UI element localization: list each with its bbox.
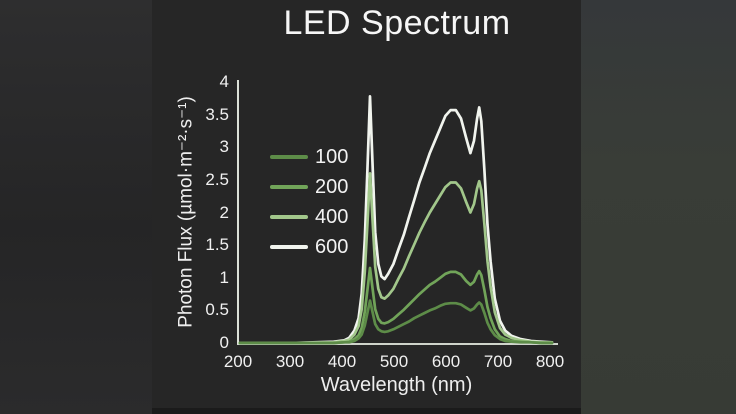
chart-title: LED Spectrum xyxy=(283,4,511,42)
background-left-band xyxy=(0,0,152,414)
x-tick-label: 400 xyxy=(327,352,357,371)
x-tick-label: 800 xyxy=(535,352,565,371)
y-axis-label: Photon Flux (µmol·m⁻²·s⁻¹) xyxy=(175,96,197,328)
y-tick-label: 0.5 xyxy=(205,300,229,320)
spectrum-curves xyxy=(238,95,554,345)
x-tick-label: 500 xyxy=(379,352,409,371)
y-tick-label: 1 xyxy=(219,267,229,287)
legend-item-400: 400 xyxy=(270,202,348,232)
legend-item-600: 600 xyxy=(270,232,348,262)
legend-label-400: 400 xyxy=(315,206,349,228)
y-tick-label: 1.5 xyxy=(205,235,229,255)
background-right-band xyxy=(581,0,736,414)
legend-item-100: 100 xyxy=(270,142,348,172)
series-curve-600 xyxy=(238,95,554,345)
x-tick-label: 700 xyxy=(483,352,513,371)
y-tick-label: 2 xyxy=(219,202,229,222)
x-tick-label: 600 xyxy=(431,352,461,371)
legend-swatch-100 xyxy=(270,155,308,159)
legend-swatch-200 xyxy=(270,185,308,189)
y-tick-label: 3 xyxy=(219,137,229,157)
led-spectrum-chart: LED Spectrum Photon Flux (µmol·m⁻²·s⁻¹) … xyxy=(152,0,581,414)
legend-label-200: 200 xyxy=(315,176,349,198)
legend-swatch-600 xyxy=(270,245,308,249)
x-tick-label: 300 xyxy=(275,352,305,371)
series-curve-400 xyxy=(238,171,554,345)
image-bottom-edge xyxy=(152,408,581,414)
series-curve-100 xyxy=(238,299,554,345)
legend-label-100: 100 xyxy=(315,146,349,168)
x-axis-label: Wavelength (nm) xyxy=(320,374,473,396)
series-curve-200 xyxy=(238,266,554,345)
y-tick-label: 4 xyxy=(219,72,229,91)
legend-label-600: 600 xyxy=(315,236,349,258)
legend-item-200: 200 xyxy=(270,172,348,202)
y-tick-label: 2.5 xyxy=(205,169,229,189)
legend-swatch-400 xyxy=(270,215,308,219)
y-tick-label: 3.5 xyxy=(205,104,229,124)
y-tick-label: 0 xyxy=(219,333,229,352)
x-tick-label: 200 xyxy=(223,352,253,371)
plot-area: 100 200 400 600 xyxy=(237,80,558,345)
chart-legend: 100 200 400 600 xyxy=(270,142,348,262)
